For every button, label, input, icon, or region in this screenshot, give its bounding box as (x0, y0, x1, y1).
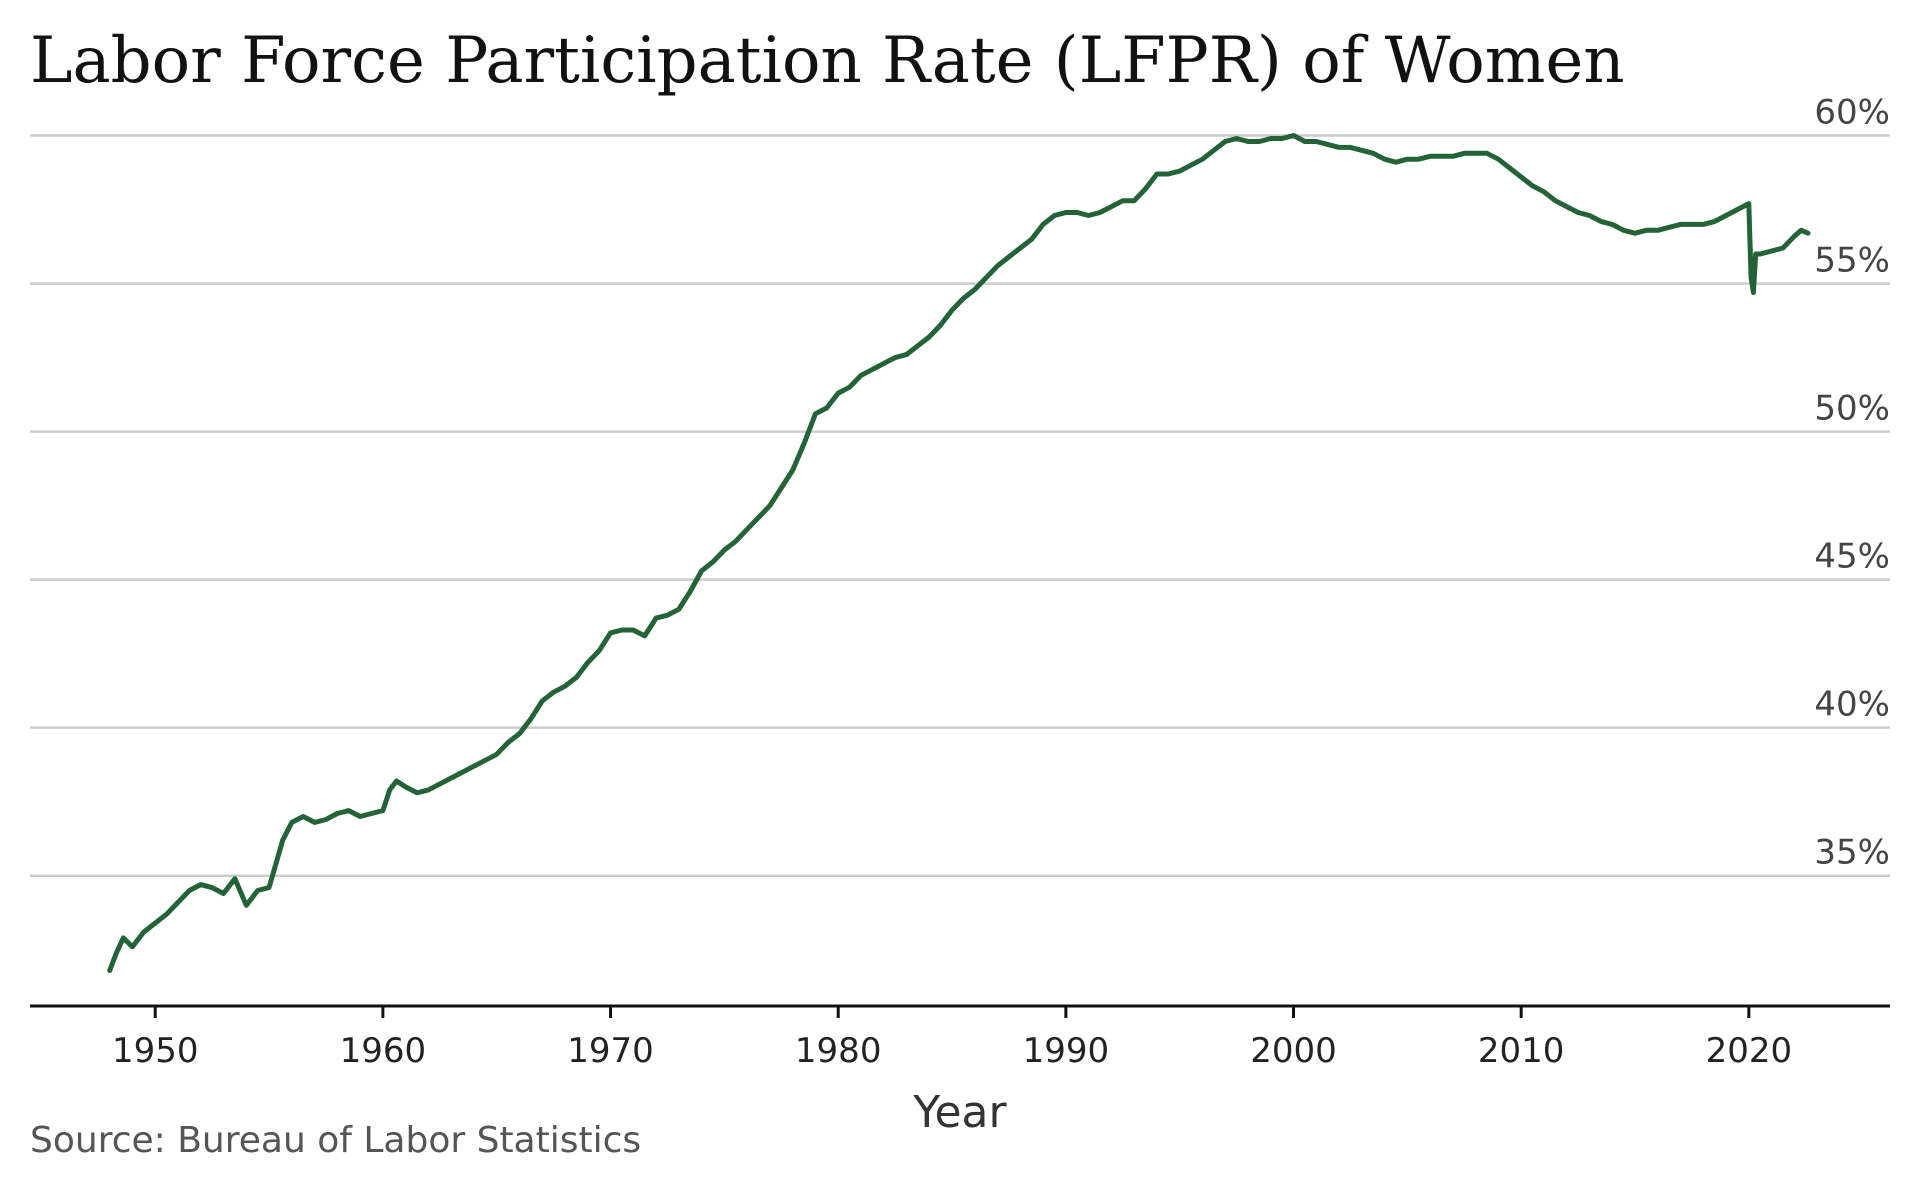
x-tick-label-1960: 1960 (340, 1031, 427, 1071)
y-tick-label-45: 45% (1814, 537, 1890, 577)
y-tick-label-55: 55% (1814, 241, 1890, 281)
x-tick-label-1950: 1950 (112, 1031, 199, 1071)
x-tick-label-1970: 1970 (567, 1031, 654, 1071)
y-tick-label-40: 40% (1814, 685, 1890, 725)
source-note: Source: Bureau of Labor Statistics (30, 1120, 641, 1161)
x-tick-label-1990: 1990 (1023, 1031, 1110, 1071)
x-tick-label-1980: 1980 (795, 1031, 882, 1071)
x-axis-ticks: 1950 1960 1970 1980 1990 2000 2010 2020 (112, 1006, 1792, 1071)
series-line-women-lfpr (107, 133, 1811, 973)
x-tick-label-2020: 2020 (1706, 1031, 1793, 1071)
x-tick-label-2010: 2010 (1478, 1031, 1565, 1071)
y-tick-label-35: 35% (1814, 833, 1890, 873)
chart-title: Labor Force Participation Rate (LFPR) of… (30, 24, 1625, 98)
y-tick-label-50: 50% (1814, 389, 1890, 429)
x-tick-label-2000: 2000 (1250, 1031, 1337, 1071)
x-axis-label: Year (912, 1087, 1007, 1138)
y-tick-labels: 35% 40% 45% 50% 55% 60% (1814, 93, 1890, 873)
y-tick-label-60: 60% (1814, 93, 1890, 133)
gridlines (30, 134, 1890, 877)
